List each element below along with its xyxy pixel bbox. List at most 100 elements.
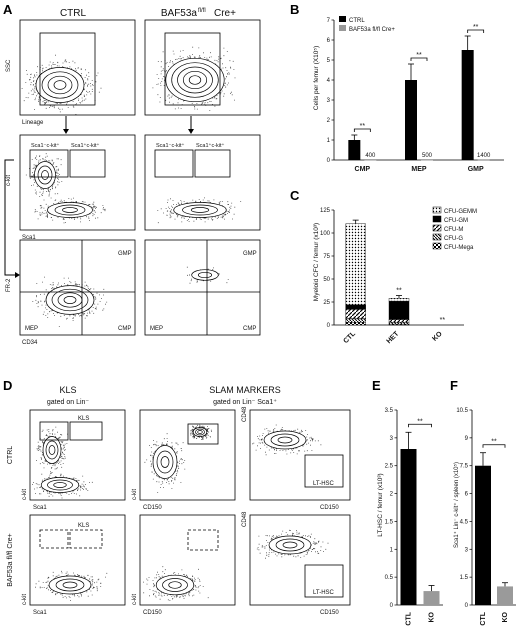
chart-e-ytick-label: 0 — [390, 603, 394, 609]
panel-a-letter: A — [3, 2, 13, 17]
chart-b-ytick-label: 1 — [327, 138, 331, 144]
chart-b-ytick-label: 5 — [327, 58, 331, 64]
bar-b-label-gmp: 1400 — [477, 153, 491, 159]
panel-a: A CTRL BAF53a fl/fl Cre+ SSC Lineage Sca… — [3, 2, 261, 346]
bar-c-het-cfu-gm — [388, 300, 410, 320]
axis-d-ko-y3: CD48 — [242, 511, 248, 527]
dens-d-1-0-contour-1 — [152, 445, 178, 479]
gate-d-ko-lthsc — [304, 564, 344, 598]
legend-c-g: CFU-G — [444, 236, 463, 242]
gate-a-ctrl-lin-neg — [39, 32, 96, 106]
dens-a1-ko-contour-1 — [165, 57, 225, 103]
axis-d-ko-x2: CD150 — [143, 610, 162, 616]
axis-d-ko-x1: Sca1 — [33, 610, 47, 616]
axis-a-row3-x: CD34 — [22, 340, 38, 346]
legend-b-ctrl: CTRL — [349, 18, 365, 24]
dens-d-3-0-contour-3 — [62, 581, 78, 589]
bar-c-ctl-cfu-g — [345, 318, 366, 323]
chart-e-sig-label: ** — [417, 418, 423, 425]
arrow-a-ctrl-head — [63, 129, 69, 134]
flow-plot-a-ctrl-lineage — [19, 19, 136, 116]
gate-label-a-ctrl-right: Sca1⁺c-kit⁺ — [71, 142, 100, 149]
c-a3k-group — [186, 266, 229, 284]
bar-c-ctl-cfu-m — [345, 309, 366, 319]
chart-f-sig-bracket — [482, 444, 506, 448]
axis-f-ylabel: Sca1⁺ Lin⁻ c-kit⁺ / spleen (x10⁵) — [453, 462, 460, 548]
legend-c-swatch-m — [432, 224, 442, 232]
c-d5-group — [256, 529, 329, 559]
c-d2-group — [252, 424, 322, 456]
bar-c-ctl-cfu-gm — [345, 304, 366, 310]
dens-d-5-0-contour-1 — [268, 535, 312, 555]
axis-a-row1-x: Lineage — [22, 120, 44, 126]
gate-a-ctrl-sca-pos — [69, 149, 106, 178]
dens-a2-ctrl-a-contour-2 — [37, 165, 53, 185]
chart-c-ytick-label: 100 — [320, 231, 331, 237]
dens-d-4-0-contour-3 — [168, 581, 182, 589]
bar-c-het-cfu-g — [388, 322, 410, 325]
bar-c-ctl-cfu-gemm — [345, 223, 366, 305]
flow-plot-a-ko-fcr-cd34 — [144, 239, 261, 336]
bar-b-ko-cmp — [364, 159, 377, 161]
chart-e-sig-bracket — [408, 423, 432, 428]
dens-a1-ctrl-contour-3 — [47, 75, 73, 95]
c-a1k-group — [152, 46, 236, 111]
dens-a3-ctrl-contour-2 — [51, 288, 89, 312]
gate-a-ko-sca-neg — [154, 149, 194, 178]
quadrant-a-ctrl — [20, 240, 135, 335]
dens-d-5-0-contour-3 — [282, 541, 298, 549]
panel-d-row-ctrl: CTRL — [7, 446, 14, 464]
gate-d-ctrl-slam — [187, 423, 219, 445]
flow-plot-d-ko-slam2 — [249, 514, 351, 606]
gate-label-d-ctrl-kls: KLS — [78, 416, 89, 422]
sig-b-gmp-bracket — [467, 29, 485, 33]
quad-a-ctrl-mep: MEP — [25, 326, 38, 332]
panel-d-kls-title: KLS — [59, 385, 76, 395]
chart-b-ytick-label: 2 — [327, 118, 331, 124]
dens-d-0-1-contour-3 — [53, 482, 67, 488]
chart-f-ytick-label: 0 — [465, 603, 469, 609]
dens-a2-ctrl-b-contour-2 — [54, 204, 86, 216]
panel-d-slam-title: SLAM MARKERS — [209, 385, 281, 395]
legend-c-swatch-gemm — [432, 206, 442, 214]
gate-d-ko-slam — [187, 529, 219, 551]
quad-a-ko-cmp: CMP — [243, 326, 256, 332]
panel-d-kls-sub: gated on Lin⁻ — [47, 399, 90, 406]
dens-d-1-0-contour-2 — [156, 450, 174, 474]
dens-d-0-0-contour-2 — [45, 440, 59, 460]
legend-c-swatch-mega — [432, 242, 442, 250]
chart-e-ytick-label: 1 — [390, 547, 394, 553]
chart-e-xtick-ko: KO — [429, 611, 436, 622]
dens-a1-ko-contour-3 — [177, 66, 213, 94]
chart-f-bar-ctl — [475, 465, 491, 605]
bar-b-label-mep: 500 — [422, 153, 433, 159]
quadrant-a-ko — [145, 240, 260, 335]
chart-b-ytick-label: 7 — [327, 18, 331, 24]
dens-d-0-1-contour-1 — [40, 477, 80, 493]
chart-c-ytick-label: 25 — [323, 300, 330, 306]
chart-f-bar-ko — [497, 586, 513, 605]
c-d4-group — [143, 566, 209, 601]
dens-a2-ko-a-contour-3 — [190, 207, 210, 213]
sig-c-het: ** — [396, 288, 402, 295]
axis-d-ctrl-y3: CD48 — [242, 406, 248, 422]
chart-b: 0 1 2 3 4 5 6 7 400 CMP ** 500 MEP ** 1400 GMP ** — [327, 18, 504, 173]
axis-d-ctrl-x2: CD150 — [143, 505, 162, 511]
chart-b-ytick-label: 3 — [327, 98, 331, 104]
gate-d-ctrl-kls — [69, 421, 103, 441]
dens-a3-ctrl-contour-4 — [63, 296, 77, 304]
panel-d: D KLS gated on Lin⁻ SLAM MARKERS gated o… — [3, 378, 351, 616]
dens-d-3-0-contour-2 — [55, 578, 85, 592]
legend-b-swatch-ko — [339, 25, 346, 31]
dens-d-0-1-contour-2 — [47, 479, 73, 491]
bar-b-ko-mep — [421, 159, 433, 161]
dens-d-0-1-dots — [32, 471, 93, 499]
gate-a-ko-lin-neg — [164, 32, 221, 106]
dens-a2-ctrl-b-contour-1 — [47, 202, 93, 218]
sig-b-cmp-bracket — [353, 128, 371, 132]
axis-a-row2-y: c-kit — [6, 175, 12, 186]
bar-c-het-cfu-m — [388, 319, 410, 323]
chart-f-xtick-ctl: CTL — [480, 611, 487, 625]
chart-e-bar-ctl — [400, 449, 417, 605]
